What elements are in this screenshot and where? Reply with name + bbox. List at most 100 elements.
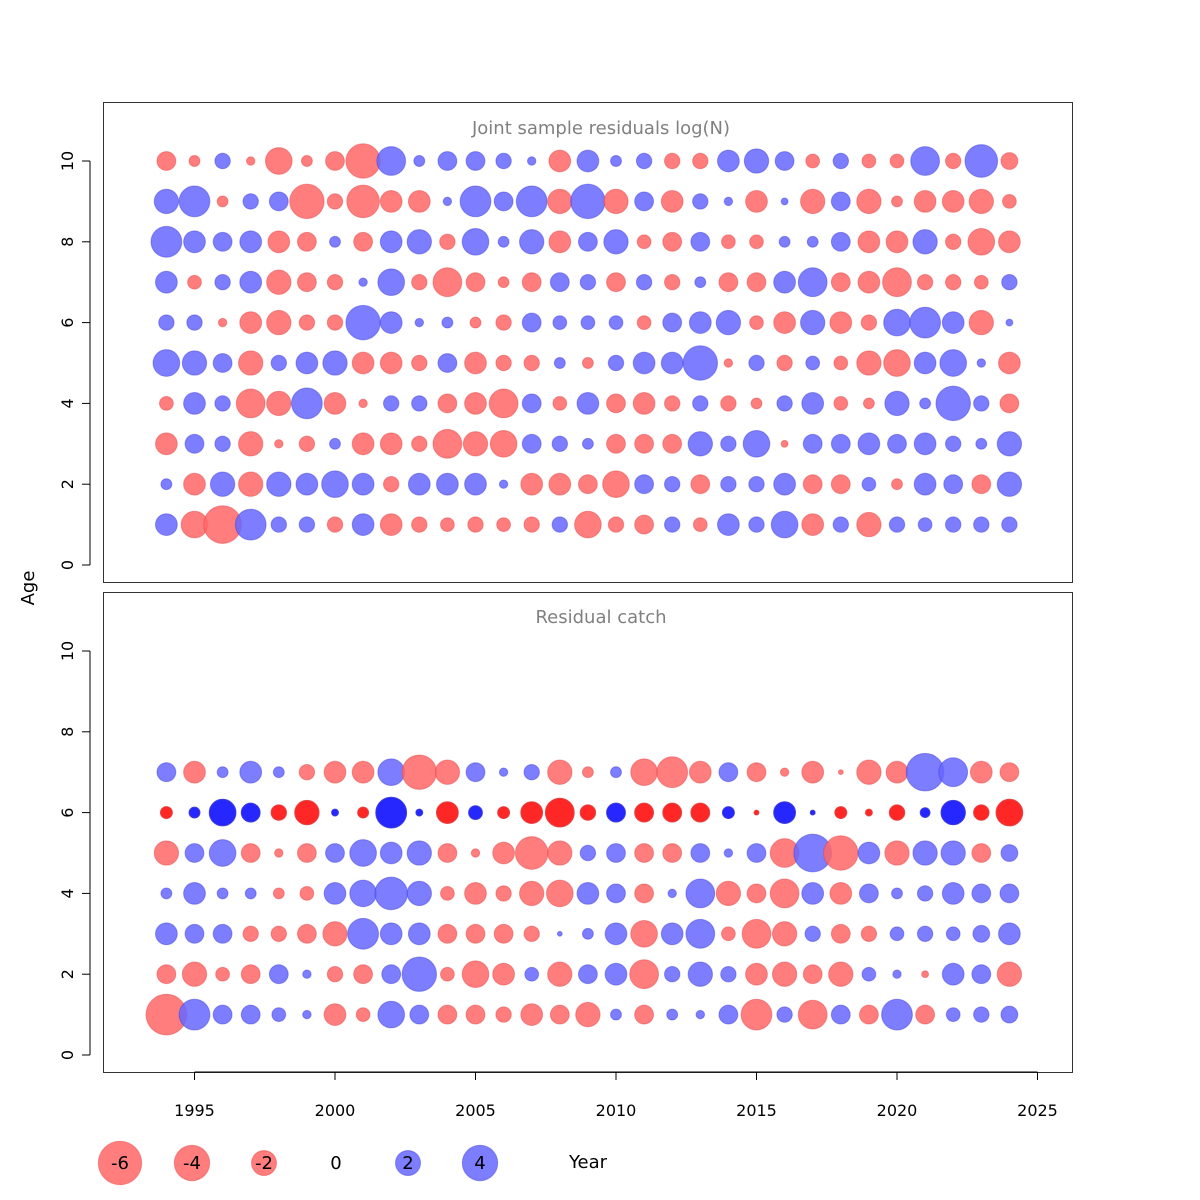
bubble-bottom-age3-2011 <box>630 919 658 948</box>
bubble-bottom-age2-2016 <box>771 961 798 987</box>
bubble-bottom-age6-2002 <box>375 796 408 829</box>
bubble-top-age6-2012 <box>662 312 683 333</box>
bubble-bottom-age6-2003 <box>415 808 424 817</box>
panel-title-bottom: Residual catch <box>535 607 666 628</box>
bubble-bottom-age4-2007 <box>519 880 545 907</box>
bubble-bottom-age2-2008 <box>547 961 573 987</box>
bubble-top-age9-2022 <box>941 190 965 213</box>
bubble-bottom-age5-2012 <box>662 843 683 863</box>
bubble-top-age2-2008 <box>548 472 572 496</box>
bubble-bottom-age4-2005 <box>464 882 487 905</box>
bubble-top-age1-2023 <box>973 516 990 533</box>
bubble-bottom-age7-2015 <box>746 762 767 783</box>
bubble-bottom-age4-1994 <box>160 887 173 900</box>
y-tick-label-top-4: 4 <box>58 398 77 408</box>
bubble-top-age10-2014 <box>717 149 740 173</box>
bubble-top-age5-2006 <box>495 354 512 372</box>
bubble-bottom-age6-2009 <box>579 804 597 821</box>
bubble-top-age4-2014 <box>720 395 737 412</box>
bubble-top-age2-1996 <box>209 471 236 497</box>
bubble-bottom-age4-2022 <box>941 882 965 905</box>
bubble-top-age1-2011 <box>634 514 655 535</box>
y-tick-label-bottom-8: 8 <box>58 727 77 737</box>
bubble-top-age5-2007 <box>523 354 540 372</box>
bubble-top-age9-2020 <box>891 195 903 208</box>
bubble-bottom-age1-2000 <box>323 1003 347 1026</box>
legend-label-0: 0 <box>330 1153 341 1174</box>
bubble-bottom-age3-2000 <box>322 921 348 947</box>
bubble-bottom-age1-2024 <box>1000 1005 1019 1024</box>
bubble-top-age10-2011 <box>635 152 653 170</box>
bubble-bottom-age3-2021 <box>916 925 934 942</box>
y-tick-label-top-0: 0 <box>58 560 77 570</box>
bubble-bottom-age7-2001 <box>351 760 375 784</box>
bubble-top-age4-1999 <box>291 387 323 420</box>
y-axis-top: 0 2 4 6 8 10 <box>58 151 91 570</box>
bubble-bottom-age7-2008 <box>547 759 573 785</box>
bubble-top-age6-1999 <box>298 314 316 331</box>
bubble-bottom-age6-1997 <box>240 802 261 823</box>
bubble-top-age6-2017 <box>800 309 826 336</box>
bubble-top-age4-2008 <box>552 396 568 411</box>
bubble-top-age5-1999 <box>295 351 319 375</box>
bubble-bottom-age3-1995 <box>184 923 205 944</box>
bubble-bottom-age6-2019 <box>864 808 873 817</box>
bubble-top-age6-2019 <box>860 314 878 331</box>
bubble-top-age3-2005 <box>462 431 489 457</box>
bubble-top-age6-2014 <box>715 309 742 336</box>
bubble-bottom-age6-2018 <box>834 806 848 820</box>
panel-joint-sample-residuals: Joint sample residuals log(N) 0 2 4 6 8 10 <box>58 102 1073 583</box>
bubble-top-age2-2024 <box>996 471 1023 497</box>
x-tick-label-2015: 2015 <box>736 1101 777 1120</box>
bubble-top-age8-2010 <box>603 229 629 255</box>
x-axis-title: Year <box>568 1152 608 1173</box>
bubble-top-age9-2005 <box>459 185 492 218</box>
bubble-bottom-age2-2015 <box>745 962 768 986</box>
bubble-top-age3-2017 <box>802 433 823 454</box>
bubble-bottom-age7-2006 <box>498 767 509 777</box>
bubble-bottom-age1-2019 <box>858 1004 879 1025</box>
bubble-top-age2-2018 <box>830 474 851 495</box>
bubble-top-age5-2004 <box>437 353 458 373</box>
bubble-bottom-age1-2009 <box>575 1001 601 1028</box>
bubble-top-age6-2021 <box>909 306 941 339</box>
bubble-top-age6-2024 <box>1005 318 1014 327</box>
bubble-bottom-age3-2004 <box>437 923 458 944</box>
bubble-bottom-age7-2009 <box>581 766 594 779</box>
bubble-bottom-age1-2022 <box>945 1007 961 1022</box>
bubble-bottom-age2-2004 <box>440 966 455 982</box>
bubble-top-age5-1998 <box>270 354 287 372</box>
bubble-top-age8-2012 <box>662 231 683 252</box>
bubble-bottom-age2-1995 <box>181 961 208 987</box>
bubble-bottom-age2-1998 <box>268 964 289 985</box>
bubble-bottom-age4-2013 <box>685 878 716 909</box>
bubble-top-age2-2004 <box>436 472 459 496</box>
bubble-top-age1-2019 <box>856 511 882 538</box>
bubble-bottom-age5-2015 <box>746 843 767 863</box>
bubble-top-age10-2022 <box>945 152 962 170</box>
bubble-top-age5-2009 <box>581 357 594 369</box>
bubble-bottom-age6-2013 <box>690 802 711 823</box>
x-tick-label-2020: 2020 <box>877 1101 918 1120</box>
bubble-top-age10-2024 <box>1000 152 1019 170</box>
bubble-top-age5-2001 <box>351 351 375 375</box>
bubble-top-age8-2017 <box>806 235 819 248</box>
bubble-top-age10-2004 <box>437 151 458 171</box>
bubble-top-age2-2007 <box>520 472 544 496</box>
bubble-bottom-age2-2013 <box>687 961 713 987</box>
bubble-top-age10-1996 <box>214 152 231 170</box>
bubble-top-age3-1998 <box>274 439 284 449</box>
bubble-bottom-age6-2000 <box>331 808 339 817</box>
bubble-bottom-age2-2005 <box>461 960 490 989</box>
bubble-top-age3-2022 <box>945 435 962 452</box>
bubble-top-age4-2015 <box>750 397 763 410</box>
bubble-bottom-age5-2021 <box>912 840 938 866</box>
bubble-bottom-age5-2003 <box>406 840 432 866</box>
bubble-top-age5-1994 <box>152 349 181 377</box>
bubble-top-age9-1999 <box>289 183 325 220</box>
bubble-bottom-age1-2023 <box>973 1006 990 1023</box>
bubble-bottom-age4-2019 <box>858 883 879 904</box>
bubble-bottom-age4-1995 <box>183 882 206 905</box>
bubble-top-age1-2021 <box>917 517 933 532</box>
y-tick-label-top-2: 2 <box>58 479 77 489</box>
